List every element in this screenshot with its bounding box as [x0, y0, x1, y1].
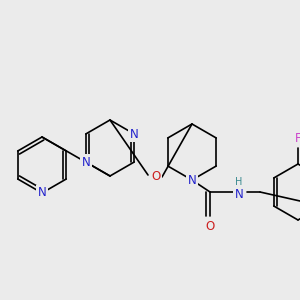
Text: N: N [235, 188, 243, 200]
Text: N: N [130, 128, 139, 140]
Text: F: F [295, 131, 300, 145]
Text: N: N [188, 173, 196, 187]
Text: N: N [81, 155, 90, 169]
Text: O: O [206, 220, 214, 232]
Text: H: H [235, 177, 243, 187]
Text: O: O [152, 170, 160, 184]
Text: N: N [38, 187, 46, 200]
